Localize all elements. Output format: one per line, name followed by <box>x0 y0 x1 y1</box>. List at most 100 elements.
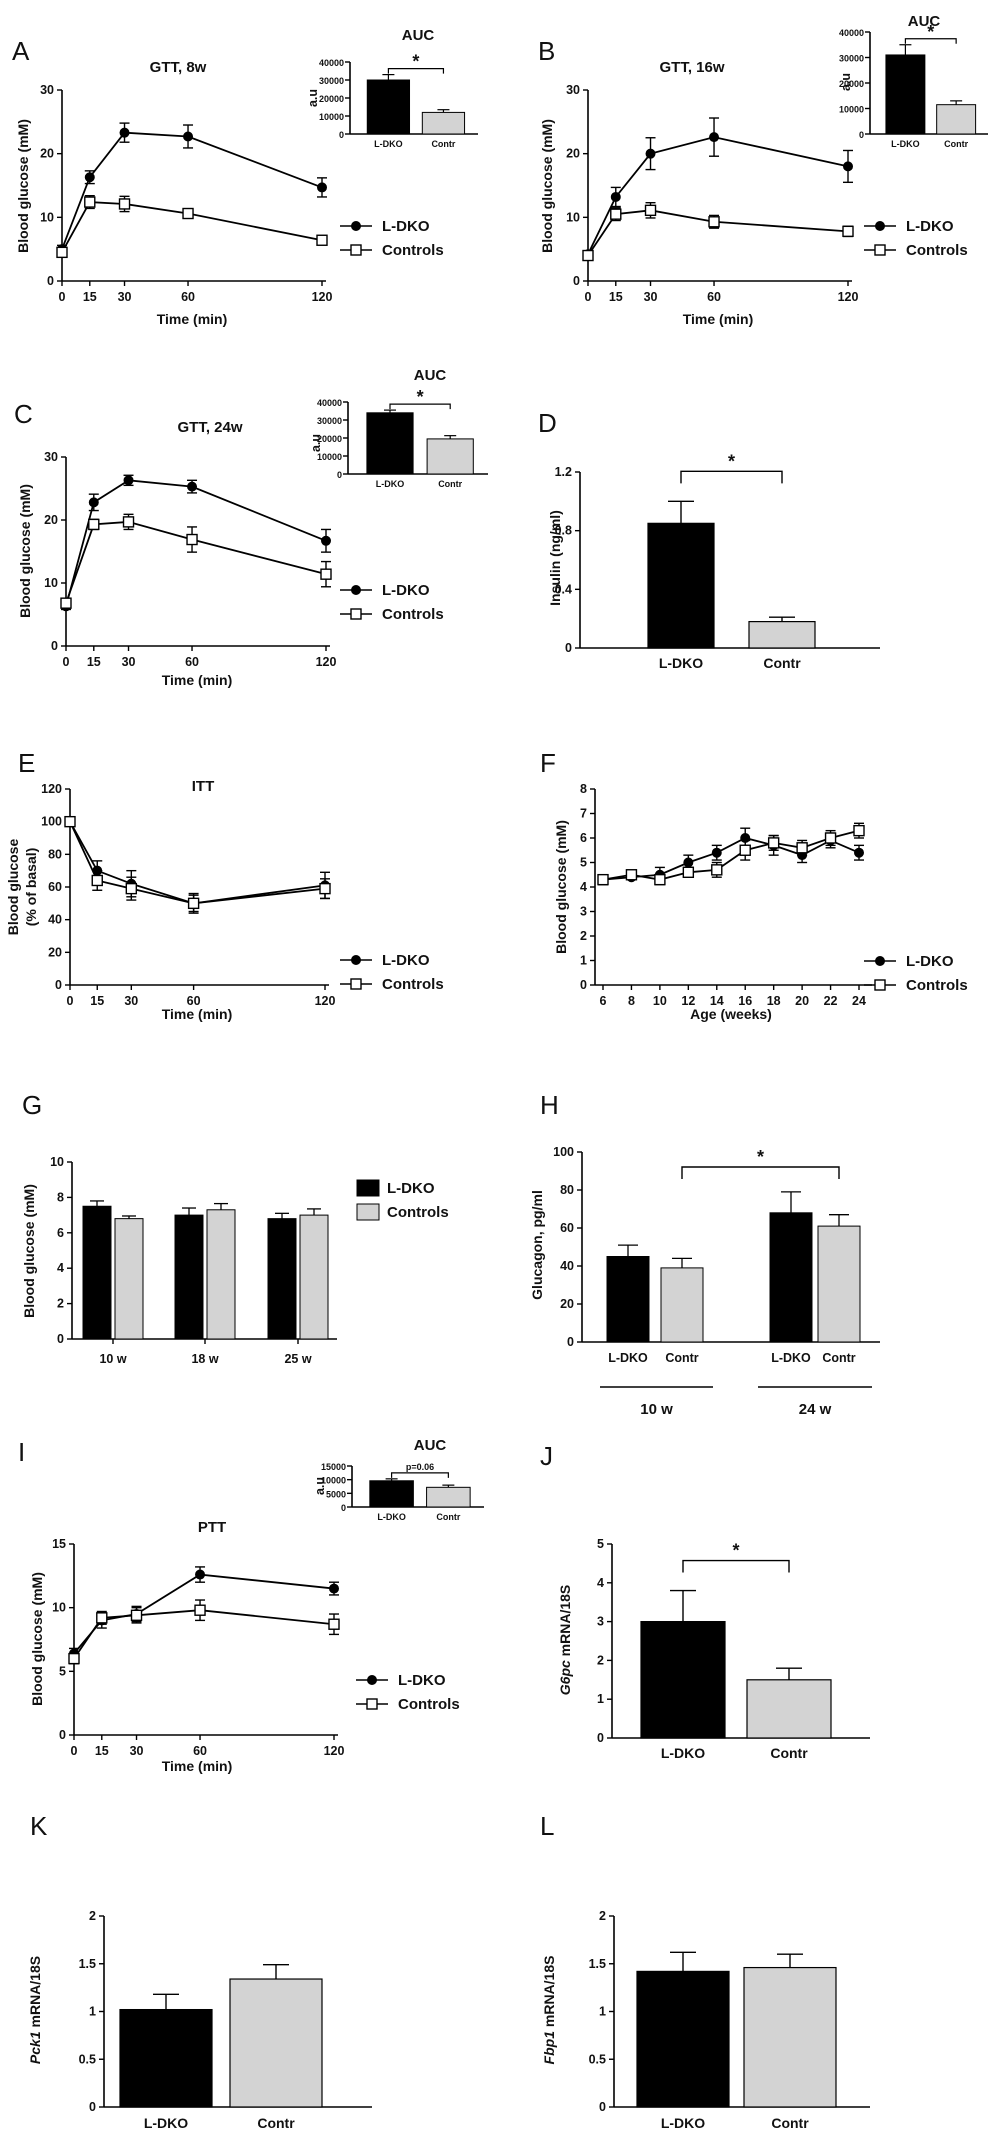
inset-title: AUC <box>414 367 447 384</box>
data-point-marker <box>92 865 103 876</box>
y-axis-title-gene: Fbp1 <box>541 2031 557 2065</box>
data-point-marker <box>319 882 331 895</box>
data-point-marker <box>64 815 76 828</box>
panel-label: D <box>538 408 557 438</box>
inset-bar <box>366 412 414 475</box>
data-point-marker <box>328 1618 340 1630</box>
series-line <box>602 829 860 881</box>
bar <box>119 2008 213 2108</box>
inset-bar <box>426 438 474 475</box>
data-point-marker <box>56 246 68 259</box>
y-tick-label: 5 <box>59 1664 66 1678</box>
data-point-marker <box>130 1609 143 1622</box>
data-point-marker <box>123 475 134 486</box>
y-axis-title: Pck1 mRNA/18S <box>27 1956 43 2064</box>
y-tick-label: 15 <box>52 1537 66 1551</box>
series-controls <box>598 822 864 886</box>
significance-bracket <box>681 1166 840 1179</box>
inset-y-label: a.u <box>309 434 323 452</box>
legend-label: Controls <box>398 1696 460 1713</box>
legend-label: L-DKO <box>906 218 954 235</box>
x-tick-label: 30 <box>130 1744 144 1758</box>
y-tick-label: 100 <box>553 1145 574 1159</box>
inset-y-label: a.u <box>306 89 320 107</box>
y-tick-label: 0 <box>580 978 587 992</box>
y-axis-title: (% of basal) <box>23 848 39 927</box>
chart-title: PTT <box>198 1519 226 1536</box>
legend-label: Controls <box>906 977 968 994</box>
auc-inset: 0 10000 20000 30000 40000 AUC a.u L-DKO Contr * <box>306 27 478 149</box>
panel-h: H 0 20 40 60 80 100 Glucagon, pg/ml L-DKO Contr L-… <box>529 1090 880 1418</box>
bar <box>299 1214 329 1340</box>
data-point-marker <box>709 132 720 143</box>
series-line <box>602 837 860 881</box>
data-point-marker <box>186 533 198 546</box>
series-line <box>73 1609 335 1660</box>
data-point-marker <box>88 497 99 508</box>
x-tick-label: 120 <box>315 994 336 1008</box>
legend-label: L-DKO <box>382 582 430 599</box>
x-tick-label: 60 <box>187 994 201 1008</box>
data-point-marker <box>316 234 328 246</box>
y-tick-label: 20000 <box>317 434 342 444</box>
group-label: 10 w <box>640 1401 673 1418</box>
data-point-marker <box>118 198 131 210</box>
x-tick-label: 10 <box>653 994 667 1008</box>
y-tick-label: 0 <box>339 130 344 140</box>
inset-x-tick-label: L-DKO <box>891 139 920 149</box>
y-tick-label: 1 <box>89 2005 96 2019</box>
data-point-marker <box>321 535 331 546</box>
y-tick-label: 2 <box>597 1653 604 1667</box>
y-tick-label: 40 <box>48 913 62 927</box>
y-tick-label: 10000 <box>321 1476 346 1486</box>
bar <box>636 1970 730 2108</box>
y-tick-label: 4 <box>580 880 587 894</box>
data-point-marker <box>183 131 194 142</box>
data-point-marker <box>88 518 100 531</box>
data-point-marker <box>122 516 135 528</box>
inset-x-tick-label: L-DKO <box>374 139 403 149</box>
data-point-marker <box>96 1612 108 1624</box>
y-tick-label: 40000 <box>319 58 344 68</box>
inset-x-tick-label: L-DKO <box>376 479 405 489</box>
data-point-marker <box>683 857 694 868</box>
data-point-marker <box>194 1604 206 1616</box>
y-tick-label: 30000 <box>317 416 342 426</box>
x-tick-label: L-DKO <box>661 1745 705 1761</box>
y-tick-label: 0.8 <box>555 524 572 538</box>
x-tick-label: 30 <box>124 994 138 1008</box>
x-tick-label: 18 w <box>191 1352 218 1366</box>
x-tick-label: 30 <box>118 290 132 304</box>
y-tick-label: 2 <box>57 1297 64 1311</box>
y-axis-title: Blood glucose (mM) <box>539 119 555 253</box>
x-tick-label: 15 <box>609 290 623 304</box>
inset-y-label: a.u <box>839 73 853 91</box>
panel-d: D 0 0.4 0.8 1.2 Insulin (ng/ml) L-DKO Contr * <box>538 408 880 671</box>
x-tick-label: 120 <box>324 1744 345 1758</box>
data-point-marker <box>610 191 621 202</box>
data-point-marker <box>125 882 138 895</box>
significance-bracket <box>904 38 957 44</box>
x-tick-label: 0 <box>67 994 74 1008</box>
y-tick-label: 1 <box>580 954 587 968</box>
panel-b: B GTT, 16w 0 10 20 30 0 15 30 60 120 Time (min) Bloo… <box>538 13 988 327</box>
data-point-marker <box>875 956 885 966</box>
y-tick-label: 15000 <box>321 1462 346 1472</box>
panel-c: C GTT, 24w 0 10 20 30 0 15 30 60 120 Time (min) Bloo… <box>14 367 488 688</box>
x-tick-label: L-DKO <box>661 2115 705 2131</box>
y-tick-label: 0.4 <box>555 582 572 596</box>
y-tick-label: 20 <box>560 1297 574 1311</box>
x-tick-label: 14 <box>710 994 724 1008</box>
inset-y-label: a.u <box>313 1477 327 1495</box>
data-point-marker <box>119 127 130 138</box>
data-point-marker <box>875 221 885 231</box>
y-axis-title-unit: mRNA/18S <box>541 1956 557 2031</box>
y-tick-label: 0 <box>567 1335 574 1349</box>
bar <box>606 1256 650 1343</box>
x-tick-label: Contr <box>770 1745 808 1761</box>
y-axis-title: Blood glucose (mM) <box>29 1572 45 1706</box>
data-point-marker <box>187 897 200 910</box>
y-tick-label: 20000 <box>839 79 864 89</box>
x-tick-label: 25 w <box>284 1352 311 1366</box>
